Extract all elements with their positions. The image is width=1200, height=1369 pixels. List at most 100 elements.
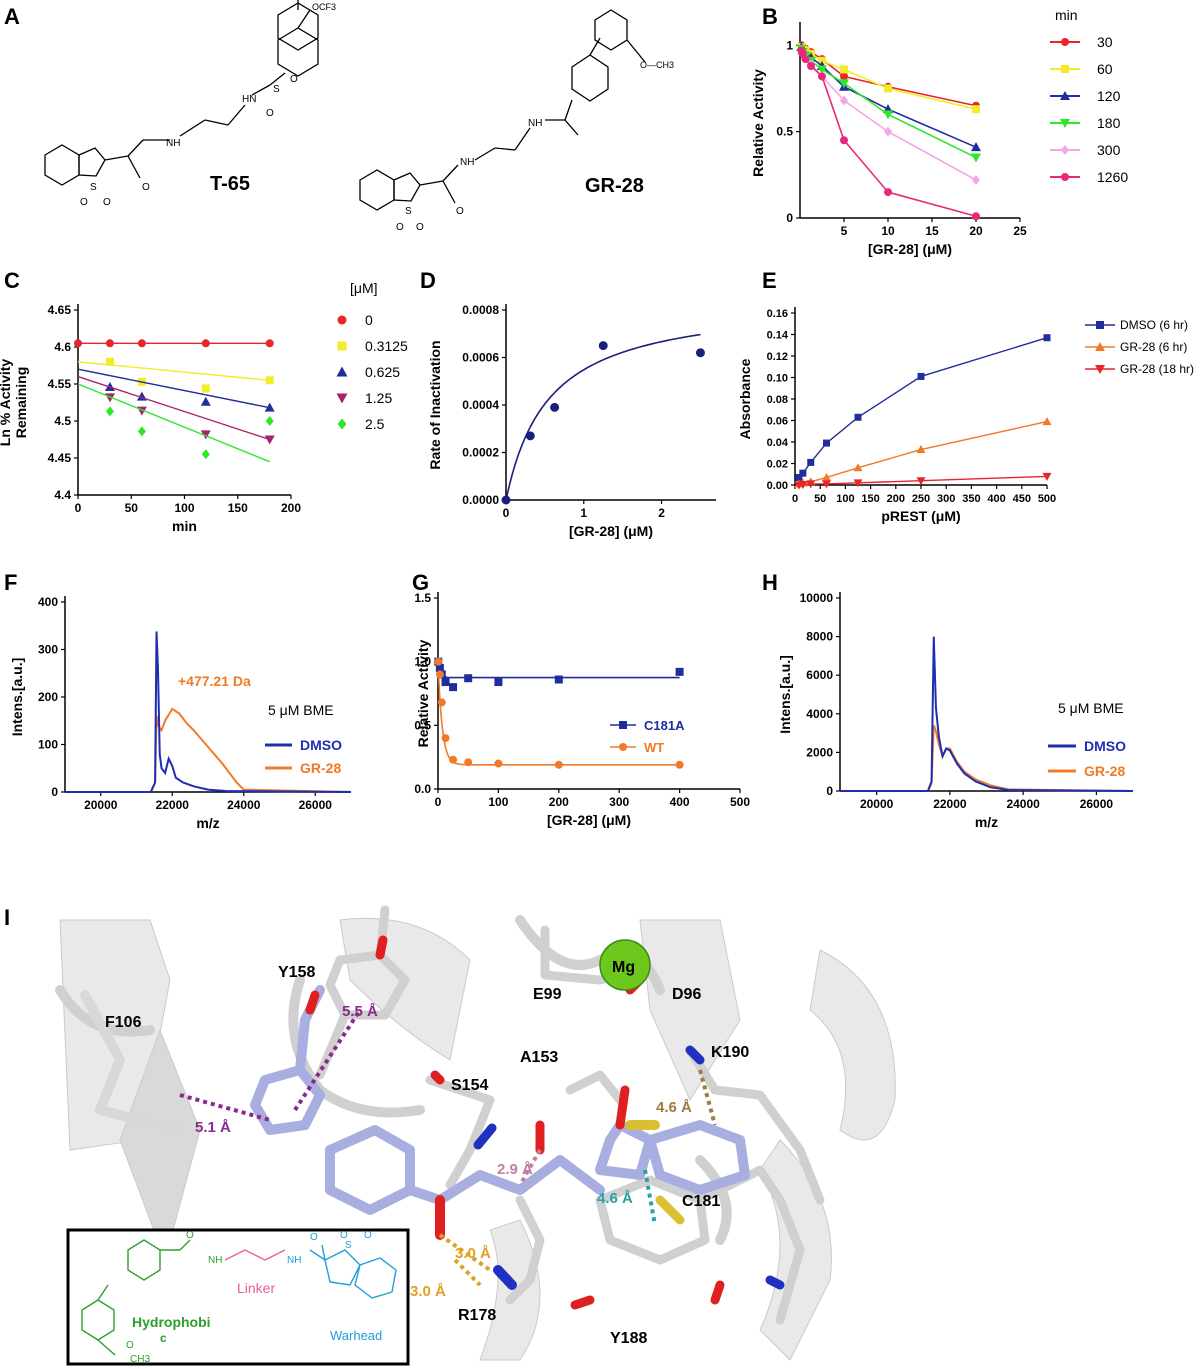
legend-label: 0.3125 bbox=[365, 338, 408, 354]
x-tick-label: 26000 bbox=[299, 798, 333, 812]
x-tick-label: 200 bbox=[281, 501, 301, 515]
residue-s154: S154 bbox=[451, 1077, 488, 1094]
y-tick-label: 0.0 bbox=[414, 782, 431, 796]
data-point bbox=[435, 670, 444, 679]
data-point bbox=[807, 458, 815, 466]
x-tick-label: 250 bbox=[912, 493, 930, 505]
data-point bbox=[201, 449, 210, 460]
distance-label: 4.6 Å bbox=[597, 1190, 633, 1207]
x-tick-label: 100 bbox=[836, 493, 854, 505]
x-tick-label: 500 bbox=[730, 795, 750, 809]
panel-label-d: D bbox=[420, 268, 436, 293]
y-tick-label: 6000 bbox=[806, 668, 833, 682]
x-tick-label: 400 bbox=[670, 795, 690, 809]
x-tick-label: 1 bbox=[580, 506, 587, 520]
legend-label: GR-28 (6 hr) bbox=[1120, 340, 1187, 354]
data-point bbox=[817, 65, 827, 75]
data-point bbox=[74, 339, 82, 348]
data-point bbox=[449, 683, 458, 692]
data-point bbox=[818, 72, 826, 81]
y-tick-label: 200 bbox=[38, 690, 58, 704]
x-axis-label: m/z bbox=[975, 814, 998, 830]
y-tick-label: 300 bbox=[38, 643, 58, 657]
inset-ch3-label: CH3 bbox=[130, 1354, 150, 1365]
data-point bbox=[840, 95, 848, 106]
x-tick-label: 0 bbox=[503, 506, 510, 520]
x-tick-label: 26000 bbox=[1080, 797, 1114, 811]
data-point bbox=[200, 430, 211, 440]
inset-o2-label: O bbox=[310, 1232, 318, 1243]
x-tick-label: 150 bbox=[228, 501, 248, 515]
inset-o4-label: O bbox=[364, 1230, 372, 1241]
legend-label: 60 bbox=[1097, 61, 1113, 77]
data-point bbox=[501, 495, 511, 505]
data-point bbox=[695, 348, 705, 358]
data-point bbox=[822, 472, 831, 481]
data-point bbox=[1042, 472, 1052, 481]
data-point bbox=[554, 675, 563, 684]
inset-o5-label: O bbox=[126, 1340, 134, 1351]
panel-i-structure: Mg Y158 F106 E99 D96 A153 K190 S154 C181… bbox=[55, 905, 900, 1366]
data-point bbox=[137, 426, 146, 437]
x-tick-label: 22000 bbox=[156, 798, 190, 812]
mg-ion-label: Mg bbox=[612, 959, 635, 976]
data-point bbox=[105, 357, 114, 366]
x-tick-label: 200 bbox=[887, 493, 905, 505]
y-tick-label: 10000 bbox=[800, 591, 834, 605]
y-tick-label: 0.04 bbox=[767, 437, 789, 449]
panel-label-h: H bbox=[762, 570, 778, 595]
y-tick-label: 0 bbox=[51, 785, 58, 799]
data-point bbox=[1095, 342, 1105, 351]
y-tick-label: 400 bbox=[38, 595, 58, 609]
gr28-nh2-label: NH bbox=[460, 157, 474, 168]
y-tick-label: 0.02 bbox=[767, 459, 788, 471]
data-point bbox=[137, 339, 146, 348]
x-tick-label: 50 bbox=[814, 493, 826, 505]
y-tick-label: 4.4 bbox=[54, 488, 71, 502]
legend-label: 180 bbox=[1097, 115, 1121, 131]
legend-label: 0.625 bbox=[365, 364, 400, 380]
data-point bbox=[265, 339, 274, 348]
data-point bbox=[105, 406, 114, 417]
data-point bbox=[823, 439, 830, 447]
gr28-o1-label: O bbox=[396, 222, 404, 233]
residue-y188: Y188 bbox=[610, 1330, 647, 1347]
data-point bbox=[971, 142, 981, 152]
inset-hydrophobic-label-2: c bbox=[160, 1331, 167, 1345]
data-point bbox=[200, 396, 211, 406]
data-point bbox=[525, 431, 535, 441]
panel-label-i: I bbox=[4, 905, 11, 930]
y-tick-label: 0.0000 bbox=[462, 493, 499, 507]
data-point bbox=[265, 376, 274, 385]
data-point bbox=[798, 480, 808, 489]
y-tick-label: 1.0 bbox=[414, 655, 431, 669]
legend-label: DMSO bbox=[300, 737, 342, 753]
y-tick-label: 4.45 bbox=[48, 451, 72, 465]
legend-label: 2.5 bbox=[365, 416, 385, 432]
data-point bbox=[1096, 321, 1104, 329]
x-tick-label: 20 bbox=[969, 224, 983, 238]
annotation-bme: 5 μM BME bbox=[1058, 700, 1124, 716]
t65-s1-label: S bbox=[90, 182, 97, 193]
y-tick-label: 0.14 bbox=[767, 330, 789, 342]
data-point bbox=[336, 366, 348, 377]
data-point bbox=[494, 759, 503, 768]
data-point bbox=[1061, 65, 1069, 73]
distance-label: 5.1 Å bbox=[195, 1119, 231, 1136]
panel-label-c: C bbox=[4, 268, 20, 293]
legend-label: 1260 bbox=[1097, 169, 1128, 185]
panel-label-g: G bbox=[412, 570, 430, 595]
panel-label-b: B bbox=[762, 4, 778, 29]
x-tick-label: 22000 bbox=[933, 797, 967, 811]
chart-c: 0 50 100 150 200 4.4 4.45 4.5 4.55 4.6 4.65 min Ln %… bbox=[0, 280, 408, 534]
x-axis-label: [GR-28] (μM) bbox=[868, 241, 952, 257]
series-line bbox=[77, 368, 270, 409]
annotation-bme: 5 μM BME bbox=[268, 702, 334, 718]
legend-title: min bbox=[1055, 7, 1078, 23]
data-point bbox=[449, 755, 458, 764]
data-point bbox=[1043, 334, 1051, 342]
data-point bbox=[201, 384, 210, 393]
data-point bbox=[1042, 417, 1052, 426]
y-tick-label: 0.10 bbox=[767, 373, 788, 385]
y-tick-label: 0 bbox=[826, 784, 833, 798]
